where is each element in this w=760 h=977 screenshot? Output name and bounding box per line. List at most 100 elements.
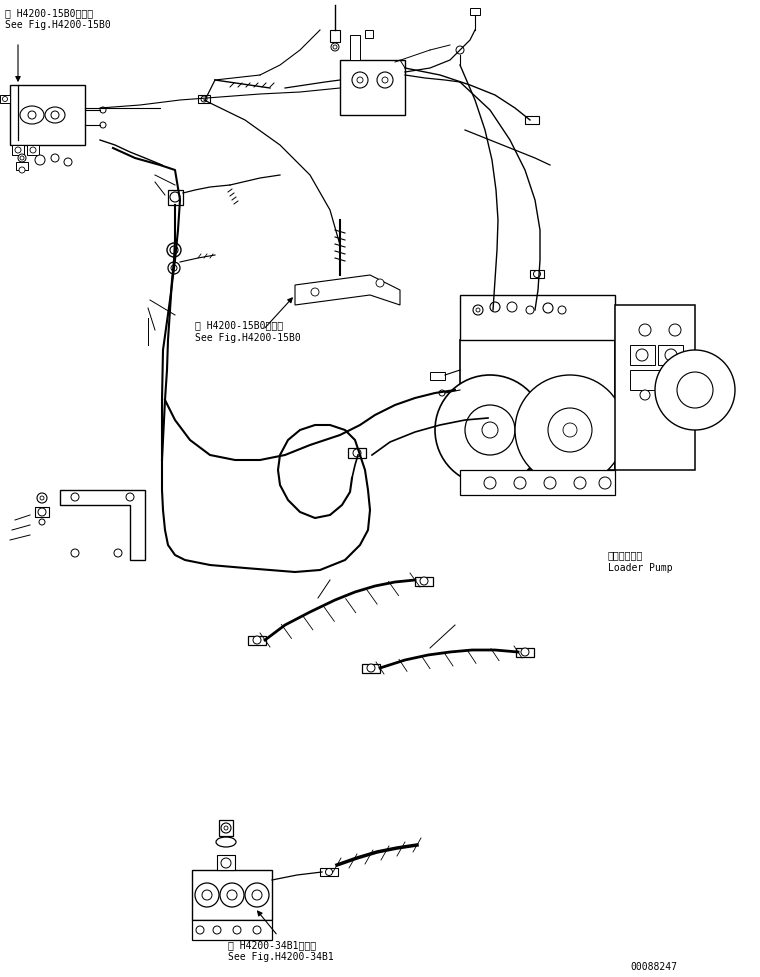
Circle shape <box>51 154 59 162</box>
Circle shape <box>100 107 106 113</box>
Bar <box>348 448 366 458</box>
Circle shape <box>473 305 483 315</box>
Circle shape <box>439 390 445 396</box>
Circle shape <box>521 648 529 656</box>
Circle shape <box>221 858 231 868</box>
Circle shape <box>376 279 384 287</box>
Bar <box>192 920 272 940</box>
Bar <box>525 116 539 124</box>
Circle shape <box>213 926 221 934</box>
Circle shape <box>599 477 611 489</box>
Circle shape <box>201 96 207 102</box>
Circle shape <box>233 926 241 934</box>
Circle shape <box>167 243 181 257</box>
Bar <box>0 95 10 103</box>
Circle shape <box>71 493 79 501</box>
Bar <box>615 305 695 470</box>
Bar <box>16 162 28 170</box>
Bar <box>35 507 49 517</box>
Bar <box>470 8 480 15</box>
Circle shape <box>245 883 269 907</box>
Circle shape <box>465 405 515 455</box>
Circle shape <box>377 72 393 88</box>
Bar <box>430 372 445 380</box>
Bar <box>516 648 534 657</box>
Circle shape <box>19 167 25 173</box>
Circle shape <box>331 43 339 51</box>
Text: Loader Pump: Loader Pump <box>608 563 673 573</box>
Bar <box>486 414 502 422</box>
Text: See Fig.H4200-15B0: See Fig.H4200-15B0 <box>5 20 111 30</box>
Bar <box>10 85 85 145</box>
Bar <box>219 820 233 836</box>
Text: 第 H4200-15B0図参照: 第 H4200-15B0図参照 <box>5 8 93 18</box>
Circle shape <box>490 302 500 312</box>
Circle shape <box>253 926 261 934</box>
Circle shape <box>548 408 592 452</box>
Circle shape <box>38 508 46 516</box>
Text: See Fig.H4200-34B1: See Fig.H4200-34B1 <box>228 952 334 962</box>
Bar <box>27 145 39 155</box>
Circle shape <box>114 549 122 557</box>
Bar <box>365 30 373 38</box>
Circle shape <box>100 122 106 128</box>
Circle shape <box>224 826 228 830</box>
Bar <box>248 636 266 645</box>
Circle shape <box>71 549 79 557</box>
Circle shape <box>534 271 540 277</box>
Circle shape <box>543 303 553 313</box>
Circle shape <box>367 664 375 672</box>
Circle shape <box>126 493 134 501</box>
Circle shape <box>170 246 178 254</box>
Circle shape <box>170 192 180 202</box>
Circle shape <box>18 154 26 162</box>
Circle shape <box>574 477 586 489</box>
Circle shape <box>639 324 651 336</box>
Circle shape <box>660 390 670 400</box>
Circle shape <box>357 77 363 83</box>
Bar <box>320 868 338 876</box>
Bar <box>168 190 183 205</box>
Bar <box>362 664 380 673</box>
Circle shape <box>352 72 368 88</box>
Circle shape <box>677 372 713 408</box>
Bar <box>415 577 433 586</box>
Circle shape <box>168 262 180 274</box>
Circle shape <box>507 302 517 312</box>
Circle shape <box>30 147 36 153</box>
Text: 00088247: 00088247 <box>630 962 677 972</box>
Bar <box>217 855 235 870</box>
Circle shape <box>558 306 566 314</box>
Bar <box>340 60 405 115</box>
Circle shape <box>435 375 545 485</box>
Polygon shape <box>60 490 145 560</box>
Circle shape <box>35 155 45 165</box>
Circle shape <box>515 375 625 485</box>
Circle shape <box>456 46 464 54</box>
Circle shape <box>333 45 337 49</box>
Circle shape <box>420 577 428 585</box>
Bar <box>198 95 210 103</box>
Bar <box>350 35 360 60</box>
Circle shape <box>655 350 735 430</box>
Circle shape <box>490 414 498 421</box>
Circle shape <box>221 823 231 833</box>
Text: 第 H4200-15B0図参照: 第 H4200-15B0図参照 <box>195 320 283 330</box>
Circle shape <box>64 158 72 166</box>
Circle shape <box>636 349 648 361</box>
Circle shape <box>665 349 677 361</box>
Bar <box>630 345 655 365</box>
Bar <box>330 30 340 42</box>
Circle shape <box>28 111 36 119</box>
Bar <box>460 340 615 470</box>
Text: See Fig.H4200-15B0: See Fig.H4200-15B0 <box>195 333 301 343</box>
Ellipse shape <box>45 107 65 123</box>
Circle shape <box>482 422 498 438</box>
Ellipse shape <box>20 106 44 124</box>
Circle shape <box>195 883 219 907</box>
Circle shape <box>252 890 262 900</box>
Bar <box>192 870 272 920</box>
Circle shape <box>476 308 480 312</box>
Circle shape <box>484 477 496 489</box>
Circle shape <box>325 869 333 875</box>
